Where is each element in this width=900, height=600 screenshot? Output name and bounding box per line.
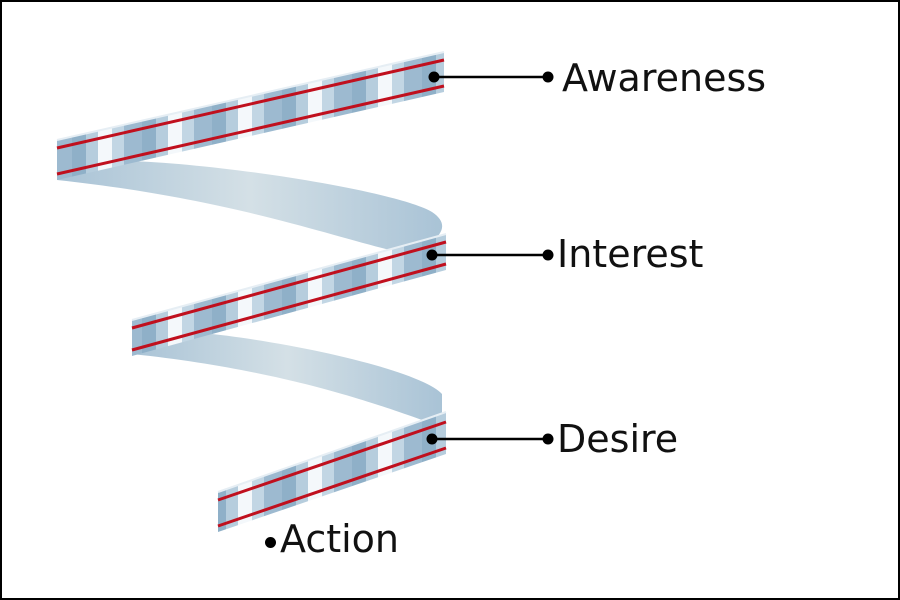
ribbon-front-strip-2 — [131, 233, 447, 356]
connector-awareness — [428, 71, 554, 83]
connector-interest — [426, 249, 554, 261]
stage-label-desire: Desire — [557, 417, 679, 461]
action-bullet-dot — [265, 537, 276, 548]
stage-label-action: Action — [280, 517, 400, 561]
ribbon-back-strip-2 — [132, 330, 442, 427]
ribbon-front-strip-3 — [217, 411, 447, 532]
ribbon-front-strip-1 — [56, 51, 445, 180]
stage-label-awareness: Awareness — [562, 56, 767, 100]
stage-label-interest: Interest — [557, 232, 704, 276]
connector-desire — [426, 433, 554, 445]
ribbon-back-strip-1 — [57, 160, 443, 258]
